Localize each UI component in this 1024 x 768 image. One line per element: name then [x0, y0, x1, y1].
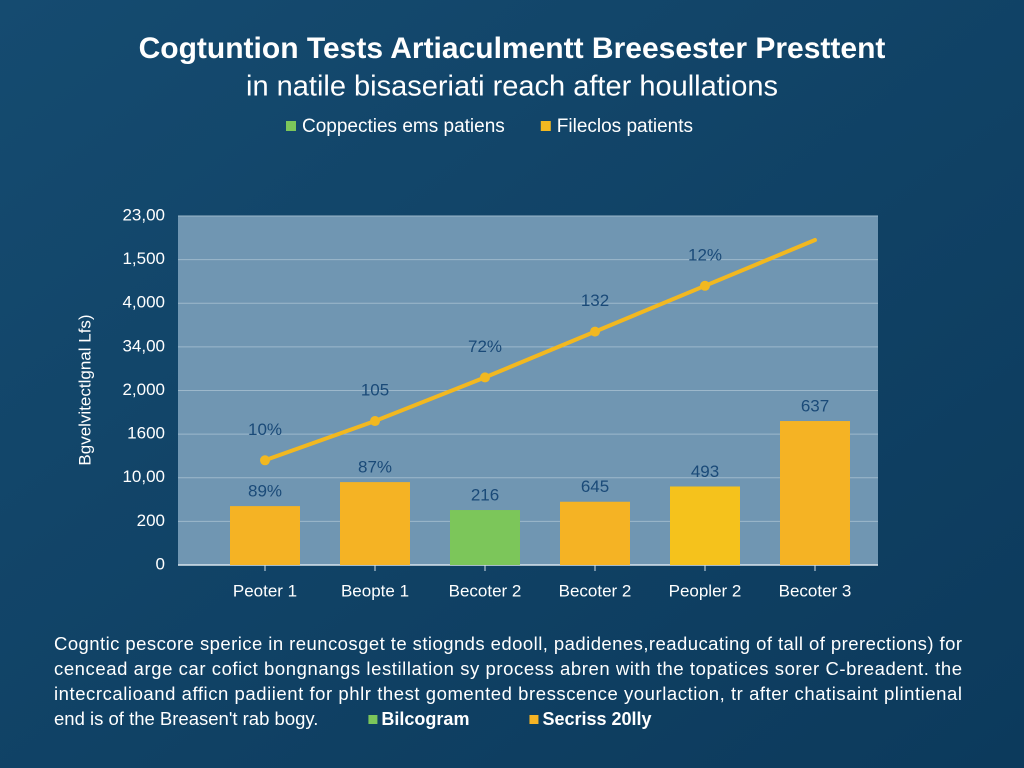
line-label: 10% [248, 420, 282, 439]
y-tick-label: 0 [156, 554, 165, 573]
bar [780, 421, 850, 565]
caption-legend-swatch [529, 715, 539, 724]
caption-legend-swatch [368, 715, 378, 724]
y-tick-label: 1600 [127, 424, 165, 443]
x-tick-label: Beopte 1 [341, 581, 409, 600]
chart-title: in natile bisaseriati reach after houlla… [246, 71, 778, 103]
caption-line: end is of the Breasen't rab bogy. [54, 708, 318, 729]
line-label: 72% [468, 337, 502, 356]
line-label: 132 [581, 291, 609, 310]
line-point [700, 280, 710, 291]
x-tick-label: Peoter 1 [233, 581, 297, 600]
y-tick-label: 23,00 [122, 205, 165, 224]
y-tick-label: 34,00 [122, 336, 165, 355]
chart-title: Cogtuntion Tests Artiaculmentt Breeseste… [139, 32, 886, 65]
caption-line: cencead arge car cofict bongnangs lestil… [54, 658, 962, 679]
bar [670, 486, 740, 565]
line [263, 237, 817, 463]
bar-label: 645 [581, 477, 609, 496]
x-tick-label: Becoter 3 [779, 581, 852, 600]
bar [340, 482, 410, 565]
bar-label: 637 [801, 397, 829, 416]
y-tick-label: 4,000 [122, 293, 165, 312]
line-point [370, 416, 380, 427]
bar-label: 89% [248, 482, 282, 501]
y-tick-label: 200 [137, 511, 165, 530]
bar-label: 87% [358, 458, 392, 477]
bar-label: 216 [471, 486, 499, 505]
x-tick-label: Becoter 2 [559, 581, 632, 600]
caption-line: Cogntic pescore sperice in reuncosget te… [54, 633, 962, 654]
y-axis-label: Bgvelvitectlgnal Lfs) [75, 314, 94, 465]
line-point [590, 326, 600, 337]
caption-line: intecrcalioand afficn padiient for phlr … [54, 683, 962, 704]
legend-label: Coppecties ems patiens [302, 116, 505, 137]
x-tick-label: Becoter 2 [449, 581, 522, 600]
x-tick-label: Peopler 2 [669, 581, 742, 600]
bar [230, 506, 300, 565]
line-label: 105 [361, 381, 389, 400]
line-label: 12% [688, 245, 722, 264]
y-tick-label: 10,00 [122, 467, 165, 486]
line-point [260, 455, 270, 466]
bar [450, 510, 520, 565]
bar-label: 493 [691, 462, 719, 481]
caption-legend-label: Secriss 20lly [542, 709, 651, 729]
legend-label: Fileclos patients [557, 116, 693, 137]
bar [560, 501, 630, 565]
y-tick-label: 1,500 [122, 249, 165, 268]
legend-swatch [286, 121, 296, 131]
legend-swatch [540, 121, 551, 131]
y-tick-label: 2,000 [122, 380, 165, 399]
caption-legend-label: Bilcogram [381, 709, 469, 729]
line-point [480, 372, 490, 383]
